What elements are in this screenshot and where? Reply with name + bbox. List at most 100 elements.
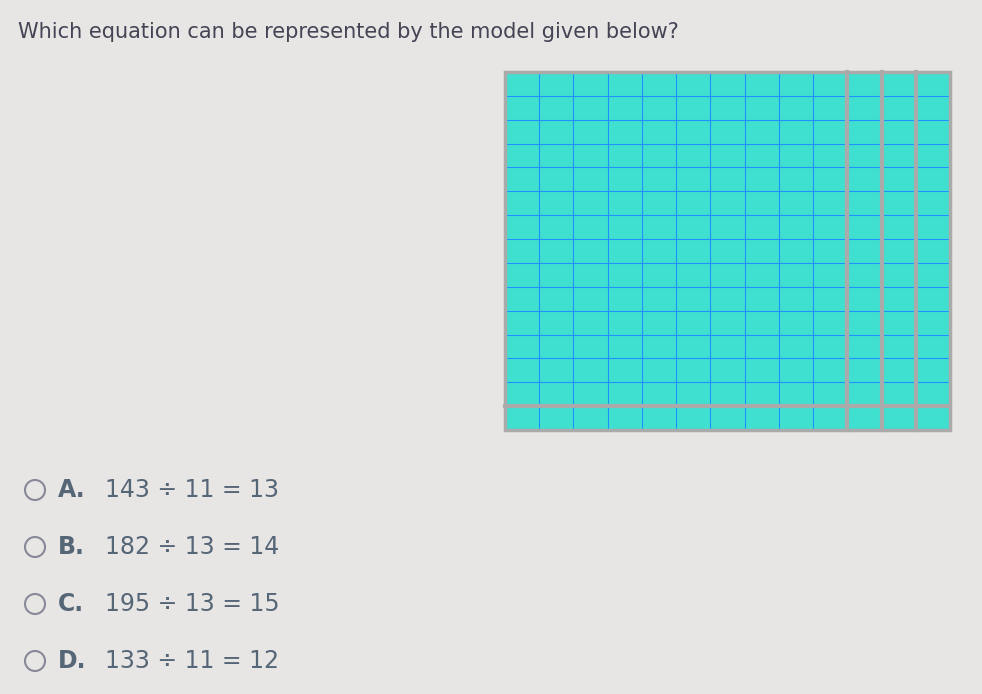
Bar — [744, 287, 779, 311]
Bar — [847, 239, 882, 263]
Bar — [677, 72, 710, 96]
Bar — [573, 167, 608, 192]
Bar — [573, 406, 608, 430]
Bar — [710, 311, 744, 335]
Bar — [916, 287, 950, 311]
Bar — [608, 239, 642, 263]
Bar — [847, 382, 882, 406]
Text: B.: B. — [58, 535, 84, 559]
Bar — [779, 239, 813, 263]
Bar — [813, 96, 847, 120]
Bar — [813, 192, 847, 215]
Bar — [710, 263, 744, 287]
Bar — [779, 311, 813, 335]
Bar — [642, 287, 677, 311]
Bar — [642, 120, 677, 144]
Bar — [539, 335, 573, 358]
Bar — [882, 167, 916, 192]
Bar — [710, 335, 744, 358]
Bar — [573, 382, 608, 406]
Bar — [573, 120, 608, 144]
Bar — [608, 287, 642, 311]
Text: A.: A. — [58, 478, 85, 502]
Bar — [916, 382, 950, 406]
Bar — [847, 263, 882, 287]
Bar — [677, 192, 710, 215]
Bar — [847, 120, 882, 144]
Bar — [573, 192, 608, 215]
Bar — [505, 335, 539, 358]
Bar — [710, 120, 744, 144]
Bar — [539, 311, 573, 335]
Bar — [710, 72, 744, 96]
Bar — [608, 382, 642, 406]
Bar — [608, 144, 642, 167]
Bar — [608, 120, 642, 144]
Bar — [882, 287, 916, 311]
Bar — [710, 358, 744, 382]
Bar — [505, 382, 539, 406]
Bar — [505, 239, 539, 263]
Bar — [642, 335, 677, 358]
Bar — [779, 215, 813, 239]
Bar — [608, 335, 642, 358]
Bar — [539, 406, 573, 430]
Bar — [505, 406, 539, 430]
Bar — [779, 335, 813, 358]
Bar — [779, 72, 813, 96]
Bar — [813, 72, 847, 96]
Text: C.: C. — [58, 592, 84, 616]
Text: 143 ÷ 11 = 13: 143 ÷ 11 = 13 — [105, 478, 279, 502]
Bar — [573, 335, 608, 358]
Bar — [539, 167, 573, 192]
Text: 182 ÷ 13 = 14: 182 ÷ 13 = 14 — [105, 535, 279, 559]
Bar — [916, 239, 950, 263]
Text: 133 ÷ 11 = 12: 133 ÷ 11 = 12 — [105, 649, 279, 673]
Bar — [677, 382, 710, 406]
Bar — [813, 335, 847, 358]
Bar — [677, 120, 710, 144]
Bar — [573, 215, 608, 239]
Bar — [710, 215, 744, 239]
Bar — [539, 263, 573, 287]
Bar — [882, 192, 916, 215]
Bar — [608, 311, 642, 335]
Bar — [882, 406, 916, 430]
Bar — [813, 263, 847, 287]
Bar — [744, 263, 779, 287]
Bar — [539, 72, 573, 96]
Bar — [882, 239, 916, 263]
Bar — [677, 239, 710, 263]
Text: D.: D. — [58, 649, 86, 673]
Bar — [573, 263, 608, 287]
Bar — [505, 215, 539, 239]
Bar — [916, 311, 950, 335]
Bar — [813, 406, 847, 430]
Bar — [505, 96, 539, 120]
Bar — [642, 215, 677, 239]
Text: 195 ÷ 13 = 15: 195 ÷ 13 = 15 — [105, 592, 280, 616]
Bar — [916, 167, 950, 192]
Bar — [916, 72, 950, 96]
Bar — [779, 358, 813, 382]
Bar — [642, 239, 677, 263]
Bar — [882, 144, 916, 167]
Bar — [744, 120, 779, 144]
Bar — [642, 311, 677, 335]
Bar — [505, 287, 539, 311]
Bar — [882, 96, 916, 120]
Bar — [642, 96, 677, 120]
Bar — [677, 215, 710, 239]
Bar — [847, 96, 882, 120]
Bar — [710, 144, 744, 167]
Bar — [710, 167, 744, 192]
Bar — [882, 335, 916, 358]
Bar — [779, 144, 813, 167]
Bar — [677, 144, 710, 167]
Bar — [916, 215, 950, 239]
Bar — [779, 96, 813, 120]
Bar — [847, 311, 882, 335]
Bar — [608, 72, 642, 96]
Bar — [744, 167, 779, 192]
Bar — [573, 96, 608, 120]
